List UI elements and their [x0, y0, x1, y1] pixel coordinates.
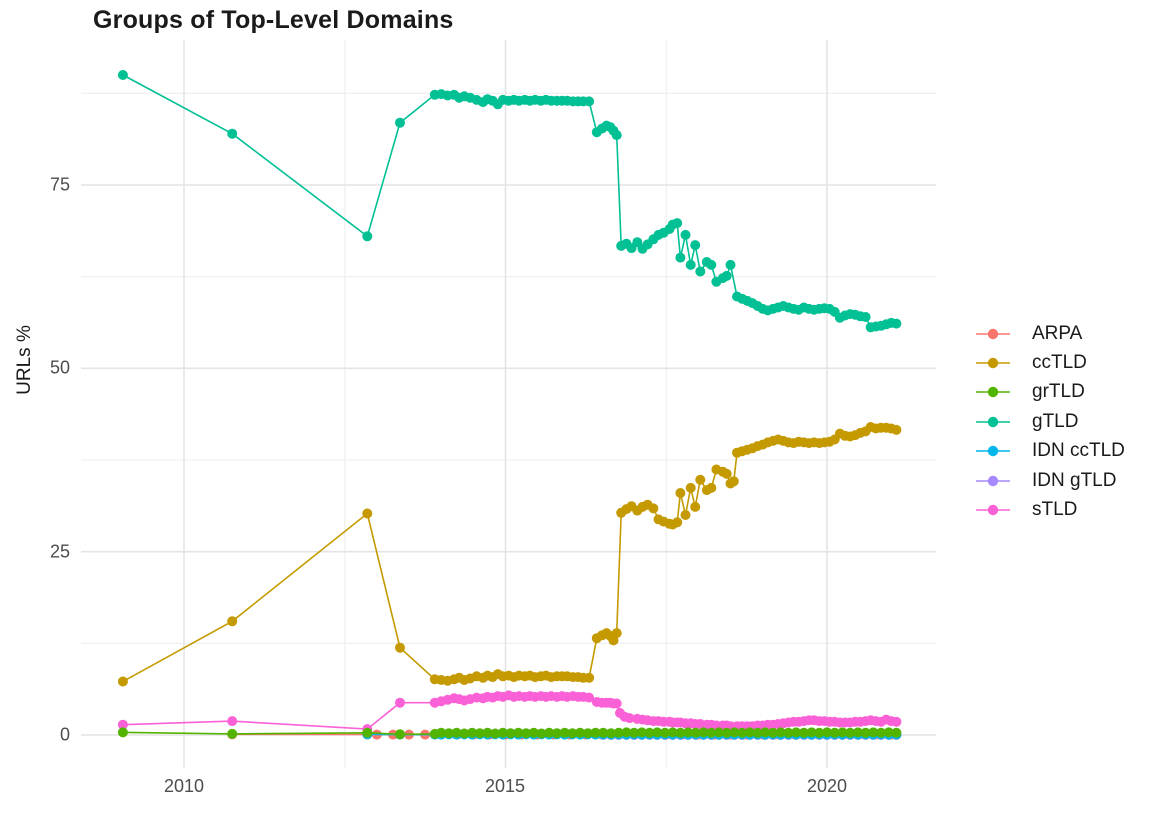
legend-item-label: sTLD	[1032, 499, 1078, 521]
legend-item-label: IDN ccTLD	[1032, 440, 1125, 462]
legend-key-icon	[976, 416, 1010, 428]
legend-item-stld: sTLD	[975, 495, 1125, 524]
legend-key-icon	[976, 328, 1010, 339]
y-tick-label-0: 0	[59, 724, 70, 745]
legend-item-grtld: grTLD	[975, 378, 1125, 407]
chart-title: Groups of Top-Level Domains	[93, 6, 454, 34]
x-tick-label-2015: 2015	[484, 776, 526, 796]
y-tick-label-75: 75	[49, 174, 70, 195]
legend-key-icon	[976, 475, 1010, 486]
legend-item-label: gTLD	[1032, 410, 1079, 432]
legend-key-icon	[976, 504, 1010, 516]
legend-item-label: IDN gTLD	[1032, 469, 1117, 491]
legend: ARPA ccTLD grTLD gTLD IDN ccTLD IDN gTLD…	[975, 319, 1125, 525]
legend-item-idn-cctld: IDN ccTLD	[975, 437, 1125, 466]
legend-item-gtld: gTLD	[975, 407, 1125, 436]
legend-item-label: ccTLD	[1032, 352, 1087, 374]
legend-item-label: ARPA	[1032, 322, 1083, 344]
legend-key-icon	[976, 357, 1010, 369]
legend-key-icon	[976, 446, 1010, 457]
x-tick-label-2020: 2020	[806, 776, 848, 796]
legend-item-idn-gtld: IDN gTLD	[975, 466, 1125, 495]
legend-item-label: grTLD	[1032, 381, 1085, 403]
y-tick-label-25: 25	[49, 541, 70, 562]
y-tick-label-50: 50	[49, 357, 70, 378]
x-tick-label-2010: 2010	[163, 776, 205, 796]
legend-item-cctld: ccTLD	[975, 348, 1125, 377]
legend-key-icon	[976, 387, 1010, 398]
legend-item-arpa: ARPA	[975, 319, 1125, 348]
